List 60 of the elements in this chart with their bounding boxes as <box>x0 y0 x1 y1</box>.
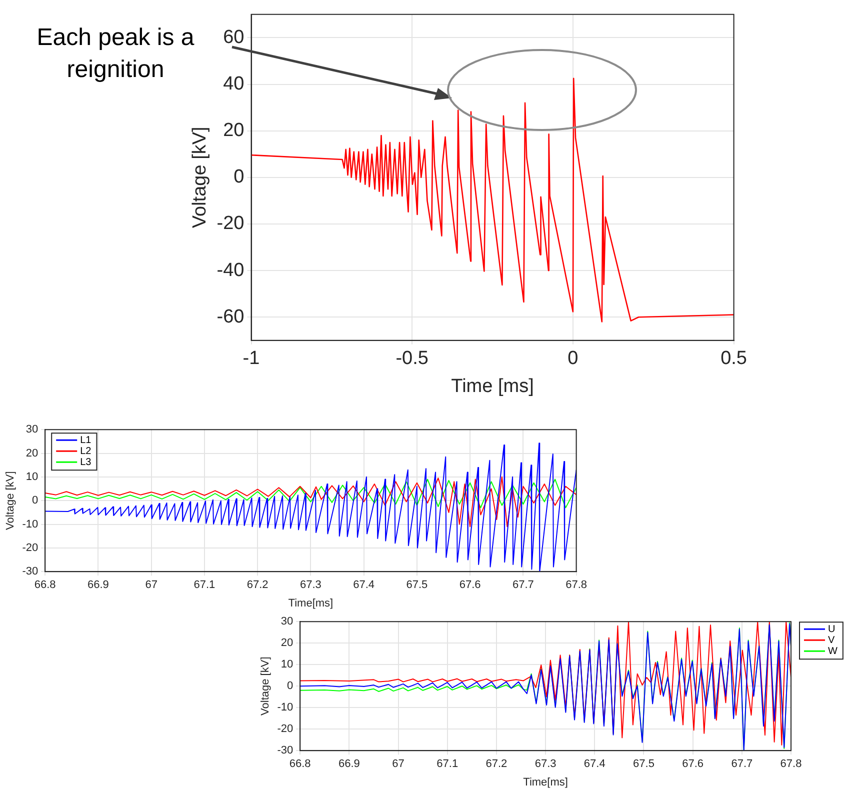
x-tick-label: 67.1 <box>436 758 458 770</box>
x-tick-label: 0 <box>568 348 578 370</box>
y-tick-label: 30 <box>280 616 294 628</box>
x-axis-title: Time [ms] <box>451 376 534 397</box>
x-tick-label: 67 <box>392 758 404 770</box>
y-tick-label: 10 <box>26 470 38 483</box>
x-tick-label: 66.9 <box>338 758 360 770</box>
x-tick-label: -1 <box>242 348 260 370</box>
legend-label: W <box>828 646 838 657</box>
y-axis-title: Voltage [kV] <box>190 126 211 228</box>
y-tick-label: 20 <box>26 447 38 460</box>
x-tick-label: 67.8 <box>780 758 802 770</box>
x-tick-label: 67.4 <box>353 579 375 592</box>
y-tick-label: -40 <box>216 260 244 281</box>
x-tick-label: 67.7 <box>512 579 534 592</box>
legend-label: L2 <box>80 446 92 457</box>
y-tick-label: 40 <box>223 73 244 94</box>
y-tick-label: -30 <box>277 744 294 757</box>
legend-label: V <box>828 634 835 646</box>
y-tick-label: -10 <box>22 518 38 530</box>
x-tick-label: 67.1 <box>194 579 216 592</box>
x-tick-label: 66.8 <box>289 758 311 770</box>
y-axis-title: Voltage [kV] <box>4 471 17 530</box>
x-tick-label: 67.8 <box>566 579 588 592</box>
y-tick-label: 10 <box>280 658 294 671</box>
x-tick-label: 67.5 <box>406 579 428 592</box>
x-tick-label: 67.3 <box>534 758 556 770</box>
x-tick-label: 67.2 <box>486 758 508 770</box>
y-tick-label: -20 <box>277 723 294 736</box>
y-tick-label: 0 <box>32 494 38 507</box>
x-tick-label: 66.8 <box>34 579 56 592</box>
y-axis-title: Voltage [kV] <box>260 656 272 716</box>
x-tick-label: 67.5 <box>633 758 654 770</box>
x-axis-title: Time[ms] <box>523 776 568 788</box>
legend-label: U <box>828 624 836 635</box>
x-tick-label: 67.3 <box>300 579 322 592</box>
y-tick-label: 0 <box>234 166 244 188</box>
y-tick-label: -10 <box>277 702 294 714</box>
y-tick-label: 0 <box>286 680 294 692</box>
x-tick-label: 67 <box>145 579 158 592</box>
y-tick-label: 60 <box>223 26 244 48</box>
y-tick-label: 20 <box>223 120 244 142</box>
legend-label: L1 <box>80 434 92 446</box>
y-tick-label: -20 <box>22 542 38 554</box>
x-axis-title: Time[ms] <box>288 597 334 610</box>
x-tick-label: 66.9 <box>88 579 109 592</box>
x-tick-label: 67.2 <box>246 579 268 592</box>
text: Each peak is a reignition <box>36 23 196 85</box>
y-tick-label: -30 <box>22 566 38 578</box>
x-tick-label: 0.5 <box>720 348 748 370</box>
x-tick-label: -0.5 <box>396 348 428 370</box>
x-tick-label: 67.6 <box>459 579 481 592</box>
y-tick-label: 30 <box>26 424 38 436</box>
y-tick-label: 20 <box>280 637 294 650</box>
y-tick-label: -60 <box>216 306 244 328</box>
legend-label: L3 <box>80 456 92 468</box>
x-tick-label: 67.6 <box>682 758 704 770</box>
x-tick-label: 67.7 <box>731 758 753 770</box>
x-tick-label: 67.4 <box>584 758 606 770</box>
y-tick-label: -20 <box>216 213 244 234</box>
